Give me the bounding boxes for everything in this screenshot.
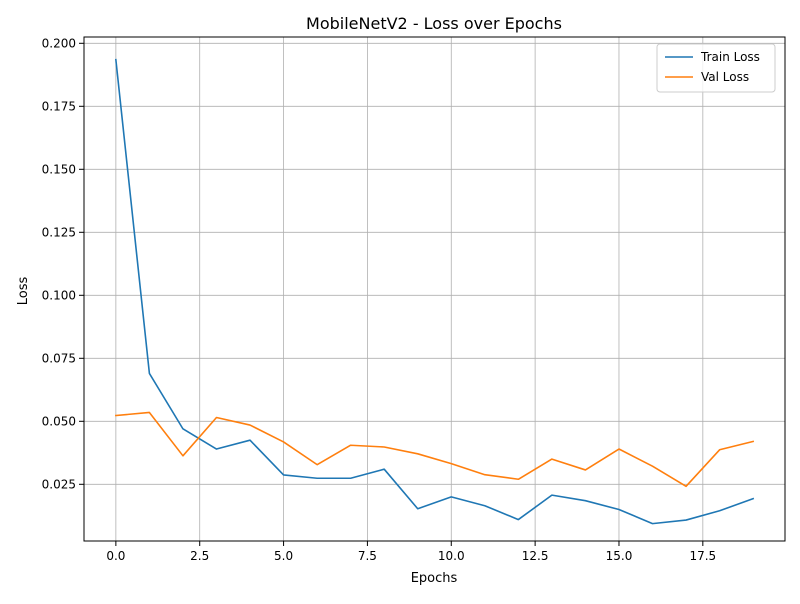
series-lines xyxy=(114,58,755,525)
x-axis-label: Epochs xyxy=(411,571,458,586)
y-tick-label: 0.150 xyxy=(42,162,76,176)
x-tick-label: 17.5 xyxy=(689,549,716,563)
y-tick-label: 0.100 xyxy=(42,288,76,302)
y-tick-label: 0.050 xyxy=(42,414,76,428)
series-line-train-loss xyxy=(114,58,755,525)
series-line-val-loss xyxy=(114,411,755,488)
x-tick-label: 2.5 xyxy=(190,549,209,563)
legend-box xyxy=(656,43,776,93)
x-tick-label: 12.5 xyxy=(522,549,549,563)
chart-title: MobileNetV2 - Loss over Epochs xyxy=(306,14,562,33)
y-axis-label: Loss xyxy=(16,277,31,306)
y-tick-label: 0.075 xyxy=(42,351,76,365)
y-tick-label: 0.175 xyxy=(42,99,76,113)
grid-lines xyxy=(84,37,785,541)
x-tick-label: 5.0 xyxy=(274,549,293,563)
legend-label: Train Loss xyxy=(700,50,760,64)
y-axis-ticks: 0.025 0.050 0.075 0.100 0.125 0.150 0.175 0.200 xyxy=(42,36,84,491)
legend: Train Loss Val Loss xyxy=(656,43,776,93)
legend-label: Val Loss xyxy=(701,70,749,84)
x-tick-label: 10.0 xyxy=(438,549,465,563)
x-axis-ticks: 0.0 2.5 5.0 7.5 10.0 12.5 15.0 17.5 xyxy=(106,541,716,563)
plot-frame xyxy=(83,36,786,542)
y-tick-label: 0.025 xyxy=(42,477,76,491)
y-tick-label: 0.125 xyxy=(42,225,76,239)
x-tick-label: 15.0 xyxy=(606,549,633,563)
y-tick-label: 0.200 xyxy=(42,36,76,50)
x-tick-label: 0.0 xyxy=(106,549,125,563)
x-tick-label: 7.5 xyxy=(358,549,377,563)
